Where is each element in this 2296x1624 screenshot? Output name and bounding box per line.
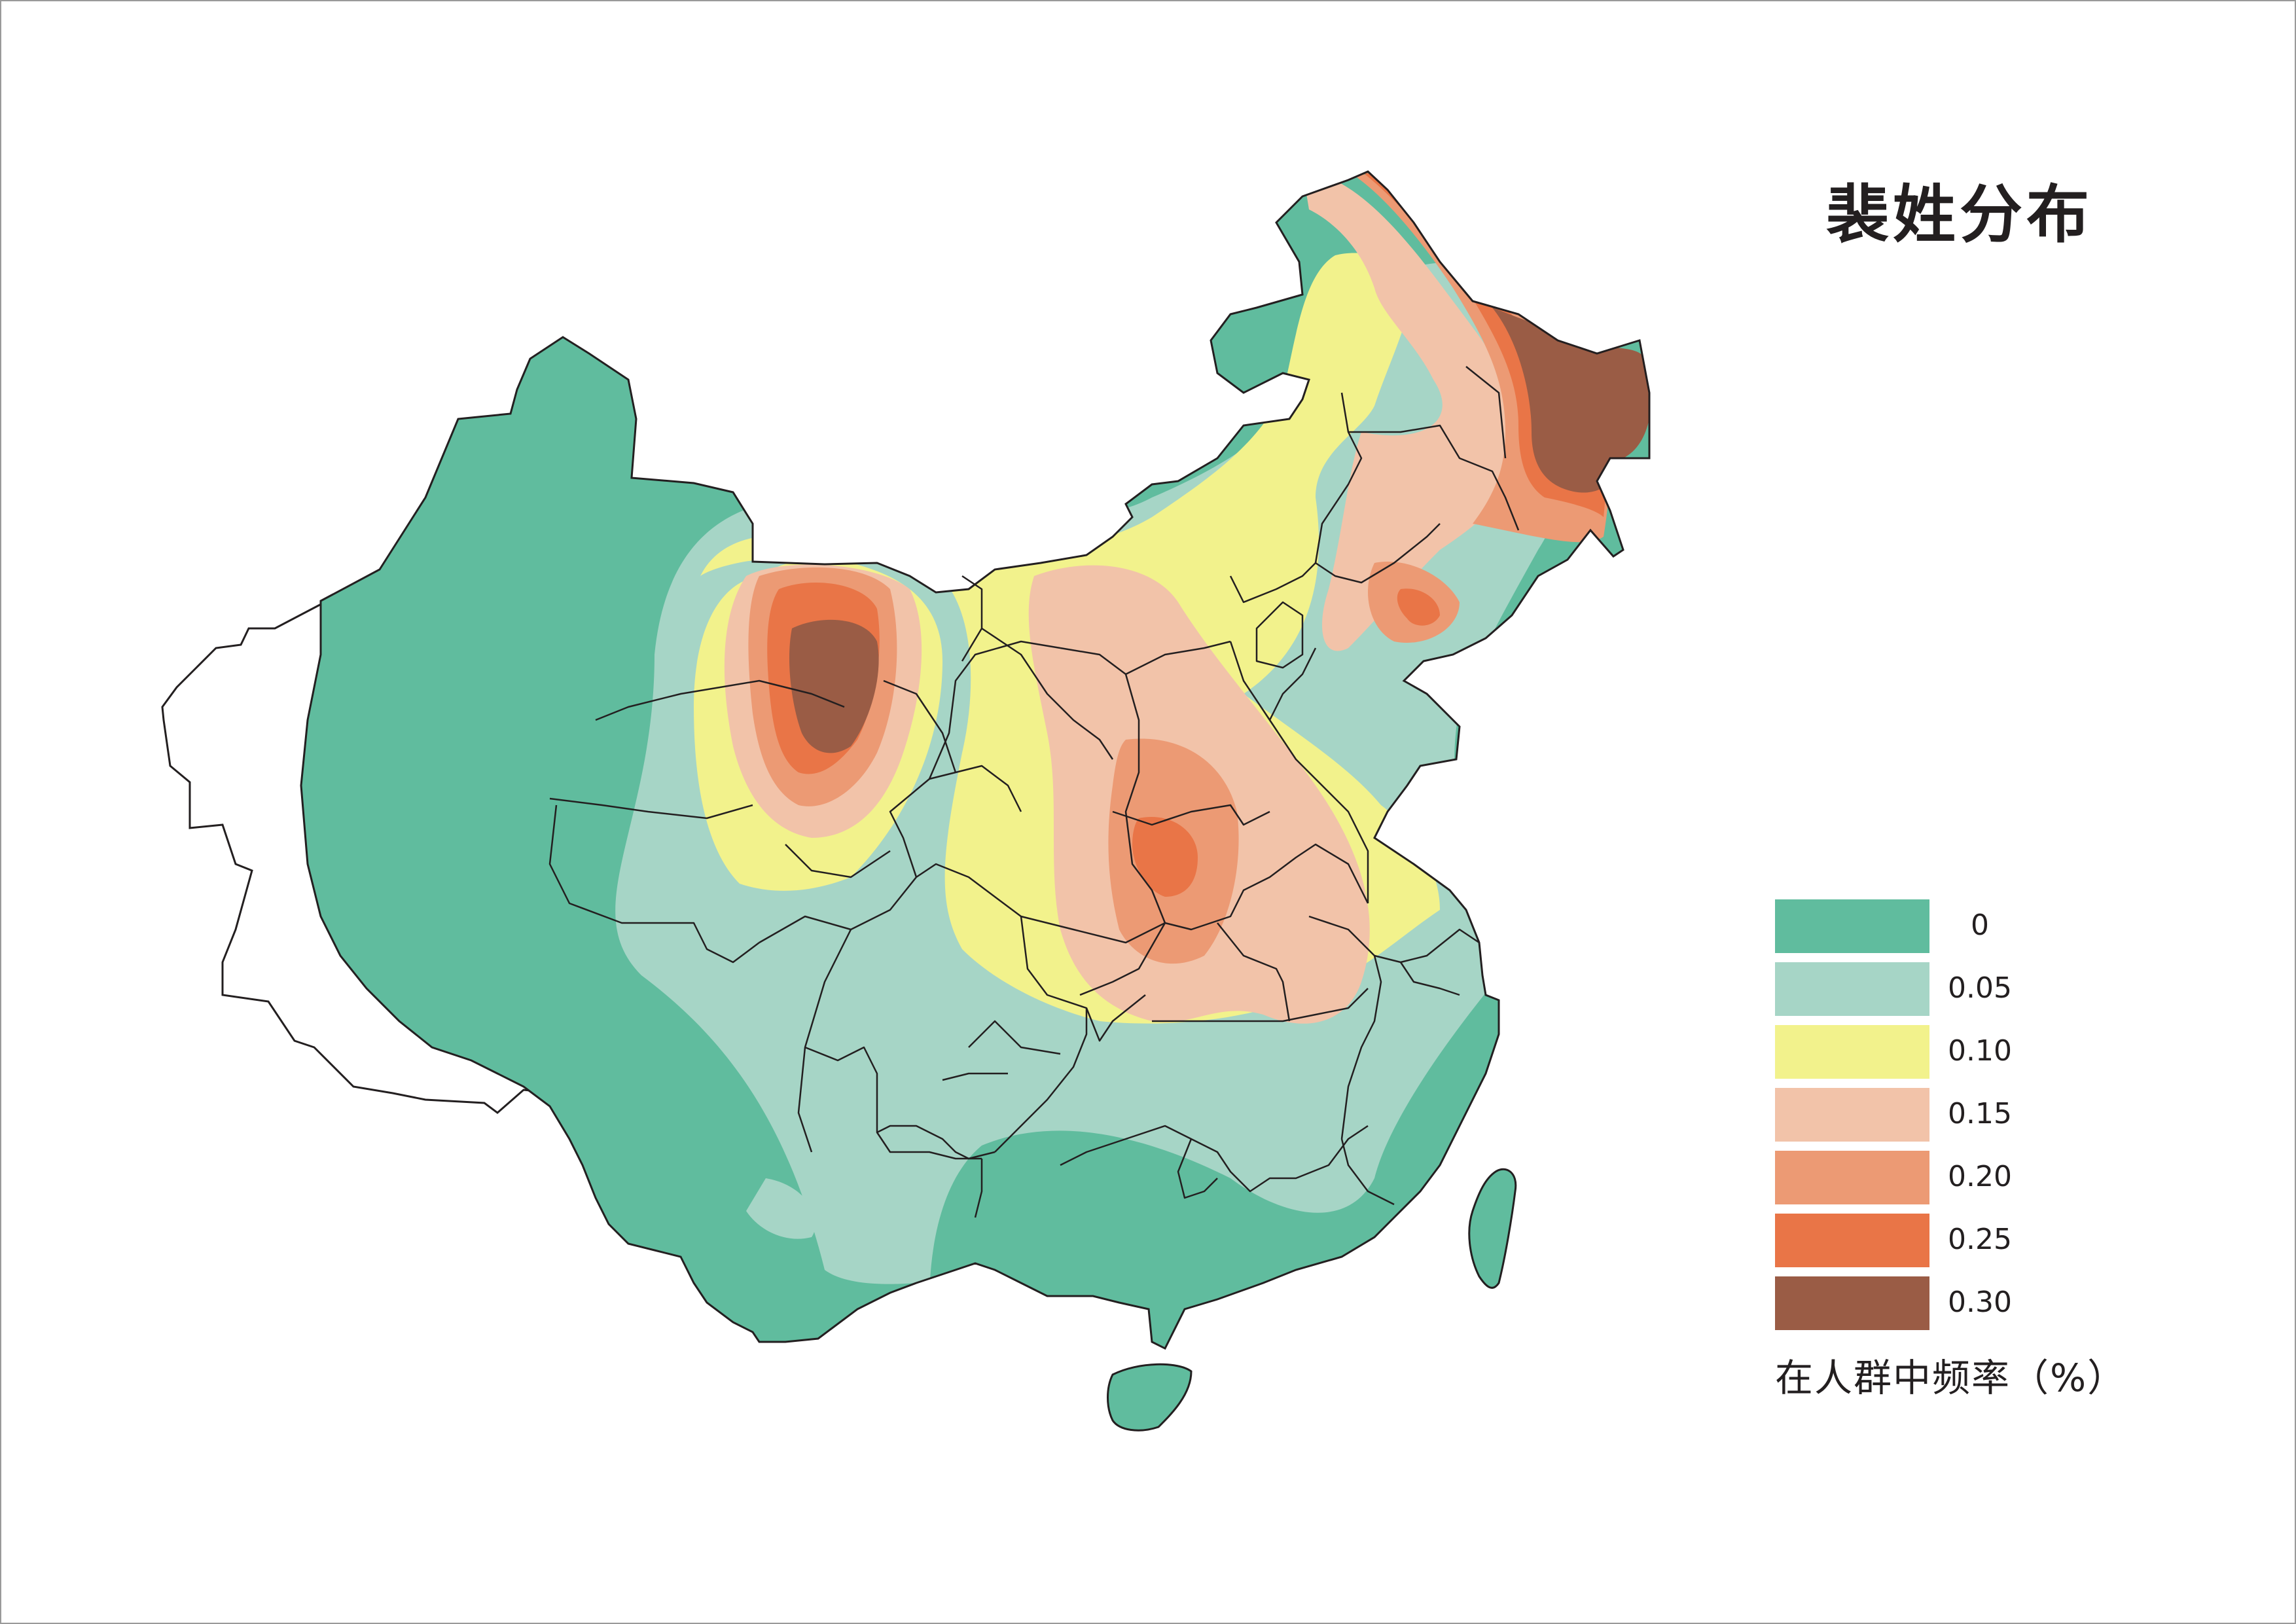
legend-swatch: [1775, 962, 1929, 1016]
legend-item-0: 0: [1775, 899, 2181, 953]
legend-label: 0: [1944, 909, 2016, 942]
legend-caption: 在人群中频率（%）: [1775, 1347, 2126, 1402]
legend-swatch: [1775, 1088, 1929, 1142]
map-title: 裴姓分布: [1826, 164, 2093, 255]
legend-label: 0.30: [1944, 1286, 2016, 1319]
legend-label: 0.25: [1944, 1223, 2016, 1256]
legend-label: 0.20: [1944, 1160, 2016, 1193]
legend-item-010: 0.10: [1775, 1025, 2181, 1079]
legend-item-025: 0.25: [1775, 1214, 2181, 1267]
legend-label: 0.10: [1944, 1034, 2016, 1068]
legend-item-020: 0.20: [1775, 1151, 2181, 1204]
legend-swatch: [1775, 1025, 1929, 1079]
legend-label: 0.05: [1944, 971, 2016, 1005]
legend-label: 0.15: [1944, 1097, 2016, 1130]
legend-swatch: [1775, 899, 1929, 953]
island-hainan: [1108, 1364, 1192, 1430]
legend-swatch: [1775, 1276, 1929, 1330]
island-taiwan: [1469, 1169, 1516, 1288]
legend-item-030: 0.30: [1775, 1276, 2181, 1330]
legend-swatch: [1775, 1214, 1929, 1267]
legend-swatch: [1775, 1151, 1929, 1204]
legend-item-015: 0.15: [1775, 1088, 2181, 1142]
legend-item-005: 0.05: [1775, 962, 2181, 1016]
